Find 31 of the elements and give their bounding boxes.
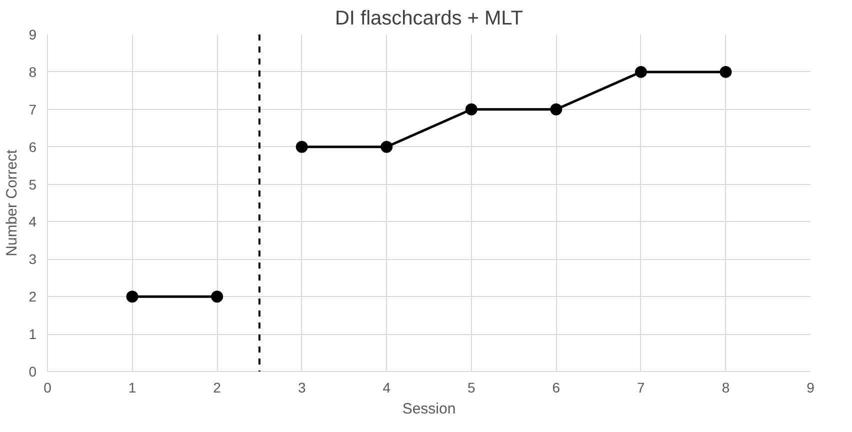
y-axis-title: Number Correct <box>4 148 21 256</box>
x-tick-label: 0 <box>44 380 52 396</box>
y-tick-label: 8 <box>28 64 37 80</box>
x-tick-label: 5 <box>467 380 476 396</box>
y-tick-label: 0 <box>28 364 37 380</box>
point <box>634 66 647 78</box>
y-tick-label: 6 <box>28 138 37 155</box>
x-tick-label: 2 <box>213 380 222 396</box>
point <box>550 103 562 116</box>
point <box>211 290 224 303</box>
x-tick-label: 1 <box>128 380 136 396</box>
point <box>380 140 393 153</box>
x-tick-label: 7 <box>637 380 646 396</box>
y-tick-label: 1 <box>28 326 37 342</box>
y-tick-label: 3 <box>28 251 37 268</box>
x-tick-label: 3 <box>298 380 306 396</box>
x-tick-label: 6 <box>552 380 560 396</box>
x-tick-label: 9 <box>806 380 815 396</box>
chart-title: DI flaschcards + MLT <box>334 8 524 30</box>
point <box>720 66 732 78</box>
x-axis-title: Session <box>402 400 456 418</box>
y-tick-label: 5 <box>28 176 37 192</box>
point <box>465 103 478 116</box>
y-tick-label: 7 <box>28 101 37 118</box>
y-tick-label: 4 <box>28 214 37 230</box>
point <box>126 290 138 303</box>
y-tick-label: 9 <box>28 26 37 42</box>
x-tick-label: 4 <box>382 380 391 396</box>
y-tick-label: 2 <box>28 288 37 305</box>
x-tick-label: 8 <box>722 380 730 396</box>
point <box>296 140 308 153</box>
